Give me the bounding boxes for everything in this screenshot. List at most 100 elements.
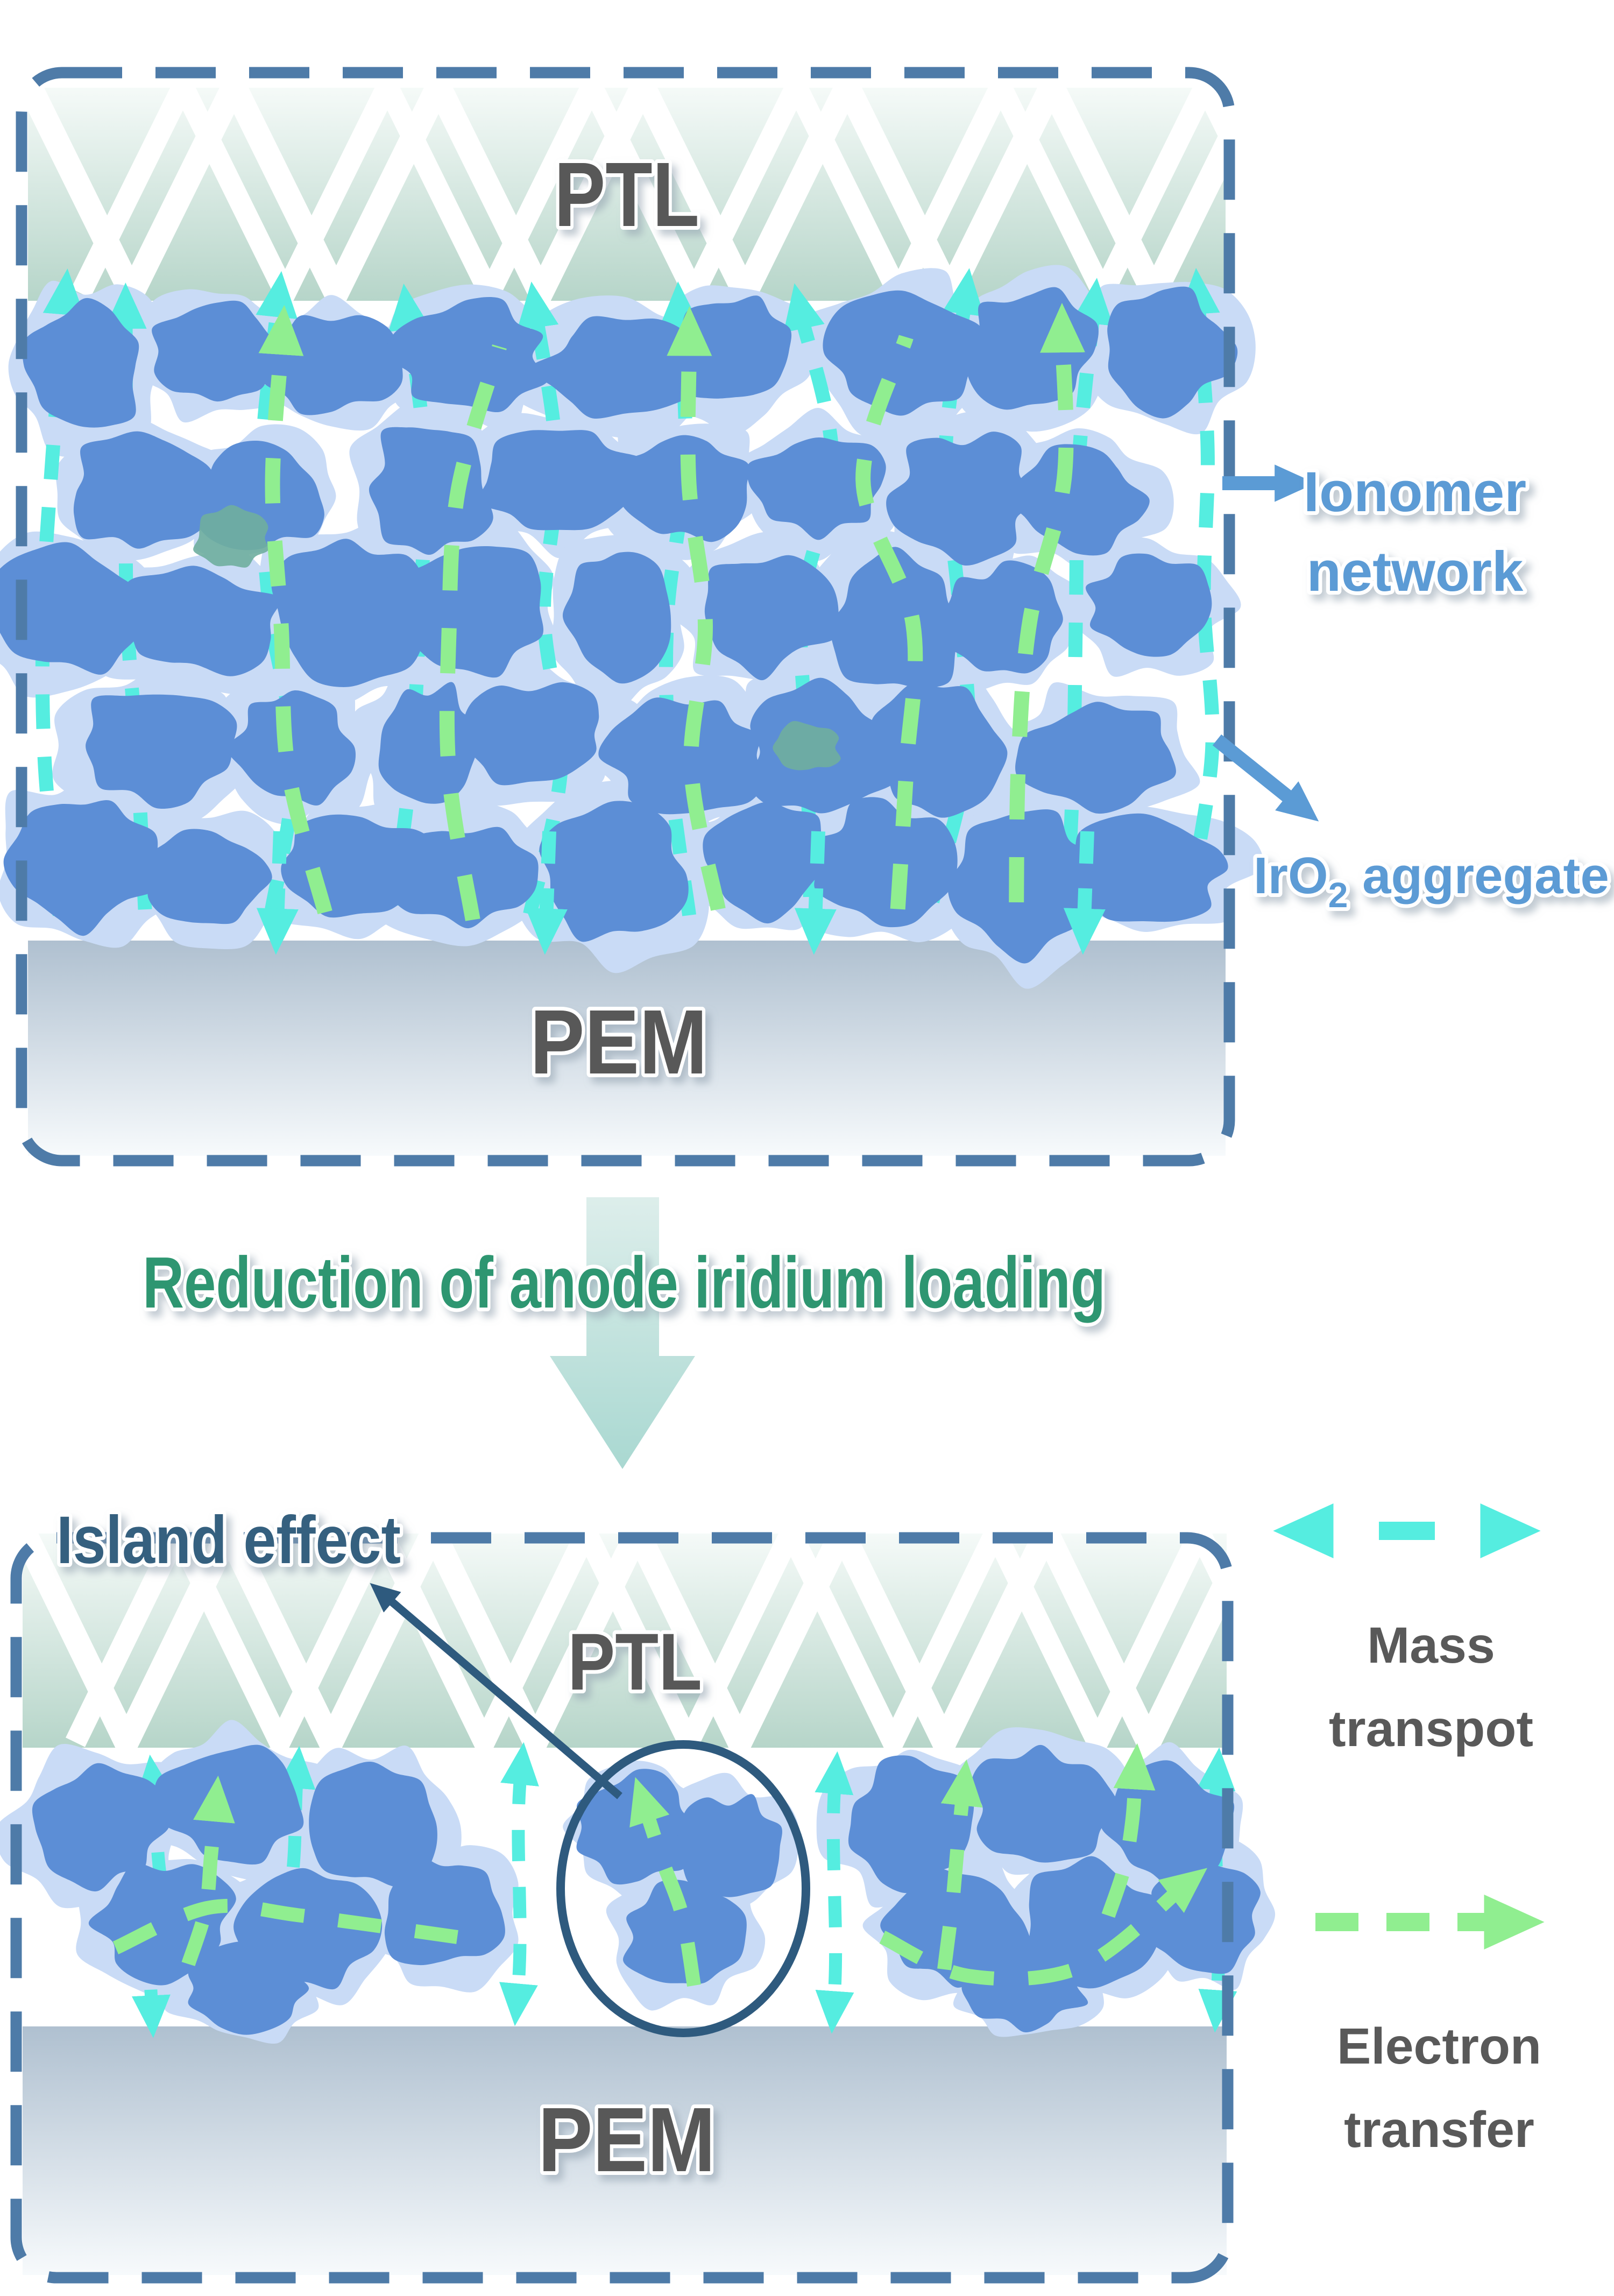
iro2-aggregate-blob [562,552,671,684]
legend-electron-line1: Electron [1337,2018,1541,2075]
iro2-aggregate-blob [378,682,483,804]
top-panel [0,67,1263,1167]
iro2-aggregate-blob [1006,444,1150,556]
iro2-aggregate-blob [478,430,648,531]
mass-transport-arrow [815,1751,854,2034]
iro2-aggregate-blob [1015,702,1176,814]
ionomer-label-line1: Ionomer [1304,461,1526,524]
iro2-aggregate-blob [1107,286,1238,419]
mass-transport-arrow [277,1746,316,1868]
iro2-aggregate-blob [117,566,281,676]
bottom-panel [0,1532,1276,2284]
annotations [370,464,1319,1799]
iro2-aggregate-blob [746,437,886,540]
iro2-aggregate-blob [823,290,982,416]
mass-transport-arrow [516,281,569,916]
electron-transfer-arrow [629,1777,701,1987]
ptl-fiber [23,1534,1227,1748]
iro2-aggregate-blob [385,297,548,413]
iro2-aggregate-blob [369,427,493,555]
electron-transfer-arrow [937,1759,983,1970]
island-circle [556,1740,810,2037]
ptl-label-bottom: PTL [568,1616,702,1707]
iro2-aggregate-blob [539,801,689,942]
iro2-aggregate-blob [1063,813,1228,922]
panel-border-top [16,67,1235,1167]
iro2-aggregate-blob [623,1880,747,1984]
mass-transport-arrow-down [1063,831,1106,955]
iro2-aggregate-blob [1085,553,1212,657]
iro2-aggregate-blob [0,542,145,675]
mass-transport-arrow [499,1742,539,2026]
electron-transfer-arrow [439,344,507,921]
iro2-aggregate-blob [703,802,839,924]
iro2-aggregate-blob [1029,1856,1164,1989]
legend-mass-line2: transpot [1329,1700,1533,1757]
iro2-aggregate-blob [830,547,959,688]
ptl-fiber [71,88,1226,301]
teal-patch [773,721,841,771]
mass-transport-arrow [1178,267,1220,901]
electron-transfer-arrow [1009,302,1085,903]
iro2-aggregate-blob [598,697,766,815]
mass-transport-arrow-down [256,831,299,955]
iro2-aggregate-blob [886,432,1043,566]
iro2-aggregate-blob [971,1744,1119,1863]
electron-transfer-arrow [112,1898,458,1954]
iro2-aggregate-blob [188,1940,309,2035]
ptl-label-top: PTL [554,144,699,246]
iro2-aggregate-blob [88,1863,236,1986]
legend-electron-line2: transfer [1344,2101,1534,2158]
ptl-fibers [28,88,1226,301]
iro2-aggregate-blob [73,431,218,549]
iro2-aggregate-blob [947,809,1102,964]
iro2-aggregate-blob [309,1761,437,1887]
iro2-aggregate-blob [1101,1760,1235,1886]
teal-patch [193,505,269,568]
iro2-aggregate-blob [152,300,283,402]
iro2-aggregates [0,286,1238,964]
mass-transport-arrow [254,271,301,915]
iro2-aggregate-blob [464,682,599,786]
iro2-aggregate-blob [22,298,139,428]
mass-transport-arrow-down [525,831,568,955]
legend-mass-line1: Mass [1367,1617,1495,1674]
legend [1273,1503,1545,1949]
reduction-arrow [550,1197,695,1469]
iro2-pointer-arrow [1212,734,1319,822]
iro2-aggregate-blob [704,555,839,681]
reduction-heading: Reduction of anode iridium loading [143,1242,1106,1323]
iro2-aggregate-blob [271,539,428,687]
iro2-aggregate-blob [3,800,160,936]
iro2-aggregate-blob [32,1763,171,1892]
electron-transfer-paths [112,1743,1208,1987]
electron-transfer-arrow [879,1868,1208,1986]
iro2-aggregate-blob [812,797,958,928]
electron-transfer-arrow [181,1775,235,1967]
iro2-aggregate-blob [676,1794,782,1897]
electron-transfer-arrow [258,305,332,914]
electron-transfer-arrow [855,335,923,910]
diagram-labels: PTL PEM Ionomer network IrO2 aggregate R… [53,140,1613,2195]
reduction-arrow-group [550,1197,695,1469]
pem-layer [23,2026,1227,2275]
iro2-aggregate-blob [145,829,272,924]
panel-border-bottom [10,1532,1234,2284]
electron-transfer-paths [256,302,1106,955]
pem-label-top: PEM [530,991,707,1093]
island-effect-label: Island effect [56,1503,401,1578]
pem-label-bottom: PEM [538,2089,716,2191]
ptl-fibers [23,1534,1227,1748]
island-pointer-arrow [370,1583,622,1799]
ptl-fiber [66,1534,1227,1748]
diagram-art [0,67,1545,2284]
ptl-fiber [28,88,1226,301]
iro2-aggregate-blob [961,1938,1088,2033]
iro2-aggregate-blob [529,316,708,419]
iro2-aggregate-blob [379,546,544,678]
mass-transport-arrow [386,283,433,906]
electron-transfer-arrow [667,306,726,911]
mass-transport-arrow-down [794,831,837,955]
